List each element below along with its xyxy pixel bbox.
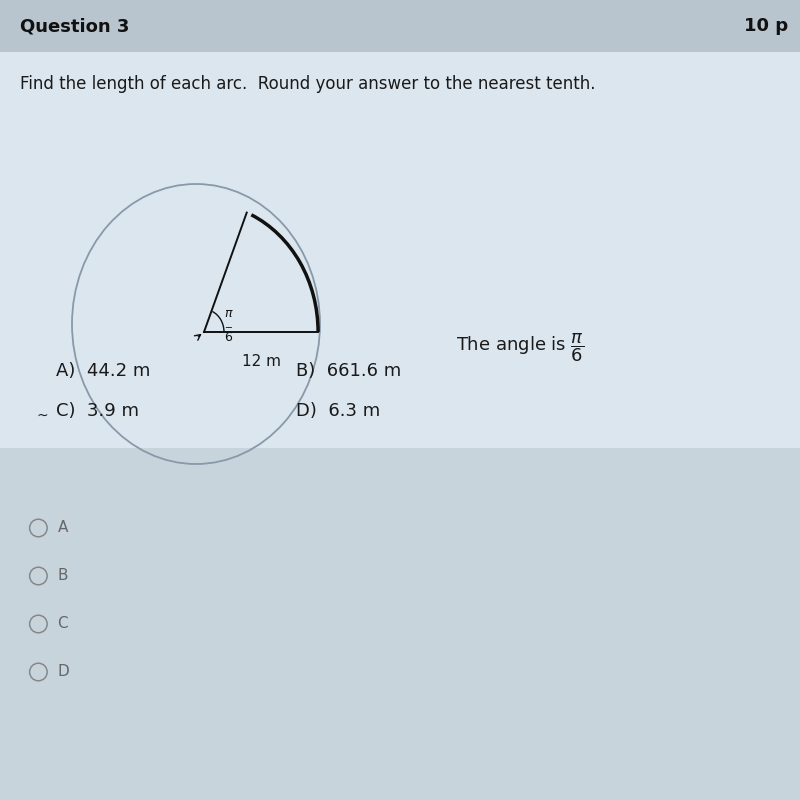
Text: 12 m: 12 m (242, 354, 281, 370)
Text: 6: 6 (225, 331, 233, 344)
FancyBboxPatch shape (0, 448, 800, 800)
Text: ~: ~ (37, 409, 49, 423)
Text: A: A (58, 521, 68, 535)
FancyBboxPatch shape (0, 52, 800, 448)
Text: D)  6.3 m: D) 6.3 m (296, 402, 380, 420)
Text: Find the length of each arc.  Round your answer to the nearest tenth.: Find the length of each arc. Round your … (20, 75, 595, 93)
Text: The angle is $\dfrac{\pi}{6}$: The angle is $\dfrac{\pi}{6}$ (456, 332, 585, 364)
Text: ─: ─ (226, 322, 231, 333)
Text: D: D (58, 665, 70, 679)
Text: A)  44.2 m: A) 44.2 m (56, 362, 150, 380)
Text: C)  3.9 m: C) 3.9 m (56, 402, 139, 420)
Text: 10 p: 10 p (744, 17, 788, 35)
Text: B)  661.6 m: B) 661.6 m (296, 362, 402, 380)
Text: C: C (58, 617, 68, 631)
Text: B: B (58, 569, 68, 583)
Text: Question 3: Question 3 (20, 17, 130, 35)
Text: $\pi$: $\pi$ (224, 307, 234, 320)
FancyBboxPatch shape (0, 0, 800, 52)
